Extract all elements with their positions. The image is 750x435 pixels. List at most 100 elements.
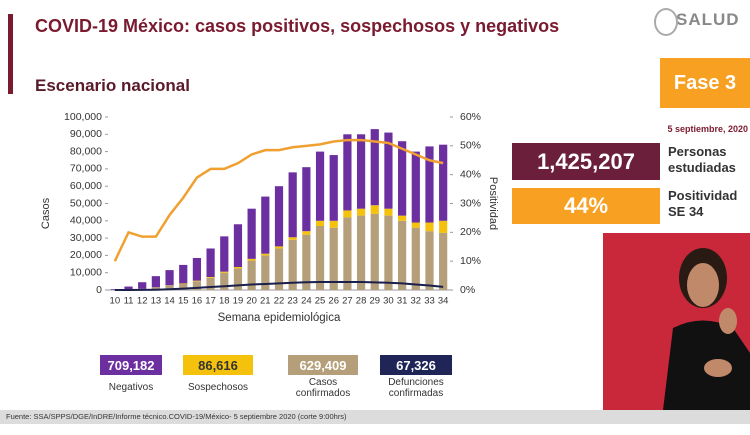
x-tick-label: 14 — [164, 296, 175, 307]
interpreter-video — [603, 233, 750, 410]
bar-segment — [151, 287, 160, 290]
title: COVID-19 México: casos positivos, sospec… — [35, 16, 560, 36]
bar-segment — [384, 208, 393, 216]
bar-segment — [288, 172, 297, 238]
x-tick-label: 19 — [233, 296, 244, 307]
x-tick-label: 27 — [342, 296, 353, 307]
footer-band — [0, 410, 750, 424]
y2-tick-label: 30% — [460, 197, 481, 209]
x-tick-label: 33 — [424, 296, 435, 307]
stat-value: 1,425,207 — [512, 143, 660, 180]
y-axis-label: Casos — [40, 197, 52, 229]
chart-title: Escenario nacional — [35, 76, 190, 95]
bar-segment — [179, 264, 188, 284]
x-tick-label: 22 — [274, 296, 285, 307]
bar-segment — [165, 270, 174, 286]
x-tick-label: 23 — [287, 296, 298, 307]
bar-segment — [398, 215, 407, 221]
x-tick-label: 34 — [438, 296, 449, 307]
y-tick-label: 90,000 — [70, 128, 102, 140]
x-tick-label: 31 — [397, 296, 408, 307]
legend-label: Negativos — [108, 382, 154, 393]
bar-segment — [384, 215, 393, 290]
x-tick-label: 15 — [178, 296, 189, 307]
bar-segment — [329, 220, 338, 228]
bar-segment — [220, 271, 229, 273]
bar-segment — [206, 277, 215, 290]
stat-label: Positividad SE 34 — [668, 188, 738, 219]
bar-segment — [124, 286, 133, 290]
interpreter-hand — [719, 308, 737, 334]
x-tick-label: 18 — [219, 296, 230, 307]
interpreter-hand — [704, 359, 732, 377]
x-tick-label: 25 — [315, 296, 326, 307]
bar-segment — [343, 210, 352, 218]
bar-segment — [398, 141, 407, 216]
bar-segment — [425, 231, 434, 290]
bar-segment — [398, 220, 407, 290]
chart: 0 10,000 20,000 30,000 40,000 50,000 60,000 70,… — [40, 111, 499, 324]
bar-segment — [247, 258, 256, 261]
bar-segment — [411, 151, 420, 223]
x-tick-label: 30 — [383, 296, 394, 307]
bar-segment — [192, 280, 202, 282]
y-tick-label: 100,000 — [64, 111, 102, 123]
bar-segment — [274, 186, 284, 247]
x-tick-label: 21 — [260, 296, 271, 307]
bar-segment — [233, 224, 243, 267]
interpreter-face — [687, 263, 719, 307]
stat-label: Personas estudiadas — [668, 144, 736, 175]
bar-segment — [233, 268, 243, 290]
bar-segment — [274, 248, 284, 290]
bar-segment — [356, 215, 366, 290]
bar-segment — [356, 208, 366, 216]
logo: SALUD — [676, 10, 740, 29]
bar-segment — [329, 227, 338, 290]
bar-segment — [370, 213, 379, 290]
bar-segment — [343, 134, 352, 211]
bar-segment — [302, 234, 311, 290]
date: 5 septiembre, 2020 — [667, 124, 748, 134]
line — [114, 281, 444, 291]
bar-segment — [439, 144, 448, 221]
x-tick-label: 13 — [151, 296, 162, 307]
y-tick-label: 0 — [96, 284, 102, 296]
x-tick-label: 10 — [110, 296, 121, 307]
bar-segment — [179, 283, 188, 290]
bar-segment — [384, 132, 393, 209]
bar-segment — [179, 283, 188, 284]
phase-box: Fase 3 — [660, 58, 750, 108]
y-tick-label: 60,000 — [70, 180, 102, 192]
legend-label: Casos confirmados — [295, 377, 351, 399]
bar-segment — [192, 257, 202, 281]
y2-axis-label: Positividad — [487, 177, 499, 230]
y2-tick-label: 0% — [460, 284, 475, 296]
bar-segment — [247, 260, 256, 290]
bar-segment — [288, 239, 297, 290]
y-tick-label: 30,000 — [70, 232, 102, 244]
y-tick-label: 50,000 — [70, 197, 102, 209]
bar-segment — [302, 231, 311, 235]
bar-segment — [370, 129, 379, 206]
y2-tick-label: 60% — [460, 111, 481, 123]
y-tick-label: 70,000 — [70, 163, 102, 175]
bar-segment — [329, 155, 338, 221]
stat-value: 44% — [512, 188, 660, 224]
bar-segment — [425, 222, 434, 232]
bar-segment — [356, 134, 366, 209]
legend: 709,182 Negativos 86,616 Sospechosos 629… — [0, 352, 600, 407]
bar-segment — [261, 253, 270, 256]
bar-segment — [247, 208, 256, 259]
bar-segment — [151, 276, 160, 288]
bar-segment — [411, 227, 420, 290]
y-tick-label: 20,000 — [70, 249, 102, 261]
y2-tick-label: 20% — [460, 226, 481, 238]
bar-segment — [261, 196, 270, 254]
bar-segment — [439, 232, 448, 290]
bar-segment — [425, 146, 434, 223]
bar-segment — [220, 272, 229, 290]
legend-label: Defunciones confirmadas — [388, 377, 444, 399]
bar-segment — [233, 266, 243, 269]
bar-segment — [192, 281, 202, 290]
